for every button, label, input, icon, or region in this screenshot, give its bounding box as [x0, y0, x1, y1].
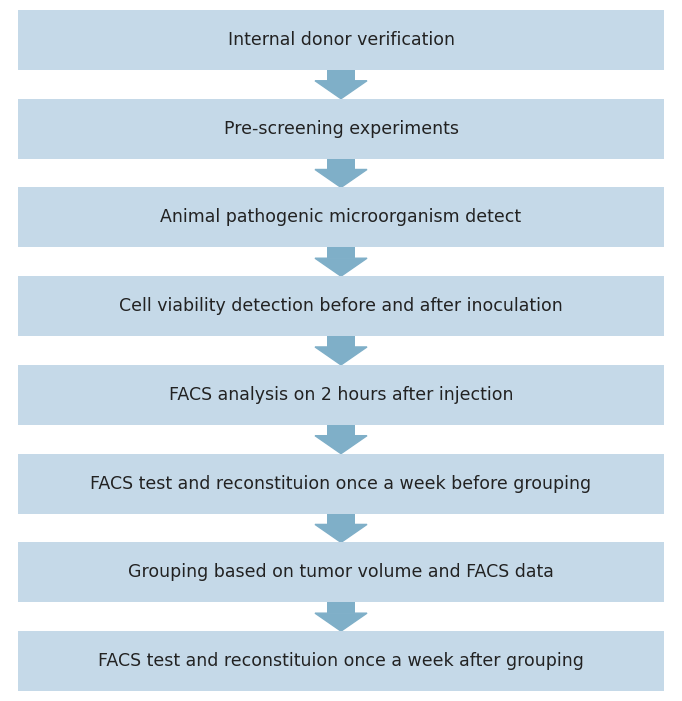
Bar: [18, 187, 664, 247]
Bar: [18, 99, 664, 158]
Bar: [327, 602, 355, 613]
Bar: [327, 514, 355, 524]
Polygon shape: [315, 258, 367, 276]
Text: FACS test and reconstituion once a week after grouping: FACS test and reconstituion once a week …: [98, 652, 584, 670]
Bar: [18, 454, 664, 514]
Bar: [18, 543, 664, 602]
Bar: [327, 425, 355, 436]
Bar: [327, 247, 355, 258]
Bar: [18, 631, 664, 691]
Polygon shape: [315, 170, 367, 187]
Bar: [18, 276, 664, 336]
Text: Animal pathogenic microorganism detect: Animal pathogenic microorganism detect: [160, 208, 522, 226]
Text: Cell viability detection before and after inoculation: Cell viability detection before and afte…: [119, 297, 563, 315]
Bar: [327, 70, 355, 81]
Text: Grouping based on tumor volume and FACS data: Grouping based on tumor volume and FACS …: [128, 564, 554, 581]
Bar: [327, 158, 355, 170]
Polygon shape: [315, 524, 367, 543]
Polygon shape: [315, 613, 367, 631]
Text: Internal donor verification: Internal donor verification: [228, 31, 454, 49]
Bar: [327, 336, 355, 347]
Polygon shape: [315, 81, 367, 99]
Polygon shape: [315, 347, 367, 365]
Text: FACS analysis on 2 hours after injection: FACS analysis on 2 hours after injection: [168, 386, 514, 404]
Text: Pre-screening experiments: Pre-screening experiments: [224, 120, 458, 137]
Polygon shape: [315, 436, 367, 454]
Bar: [18, 365, 664, 425]
Text: FACS test and reconstituion once a week before grouping: FACS test and reconstituion once a week …: [91, 475, 591, 493]
Bar: [18, 10, 664, 70]
